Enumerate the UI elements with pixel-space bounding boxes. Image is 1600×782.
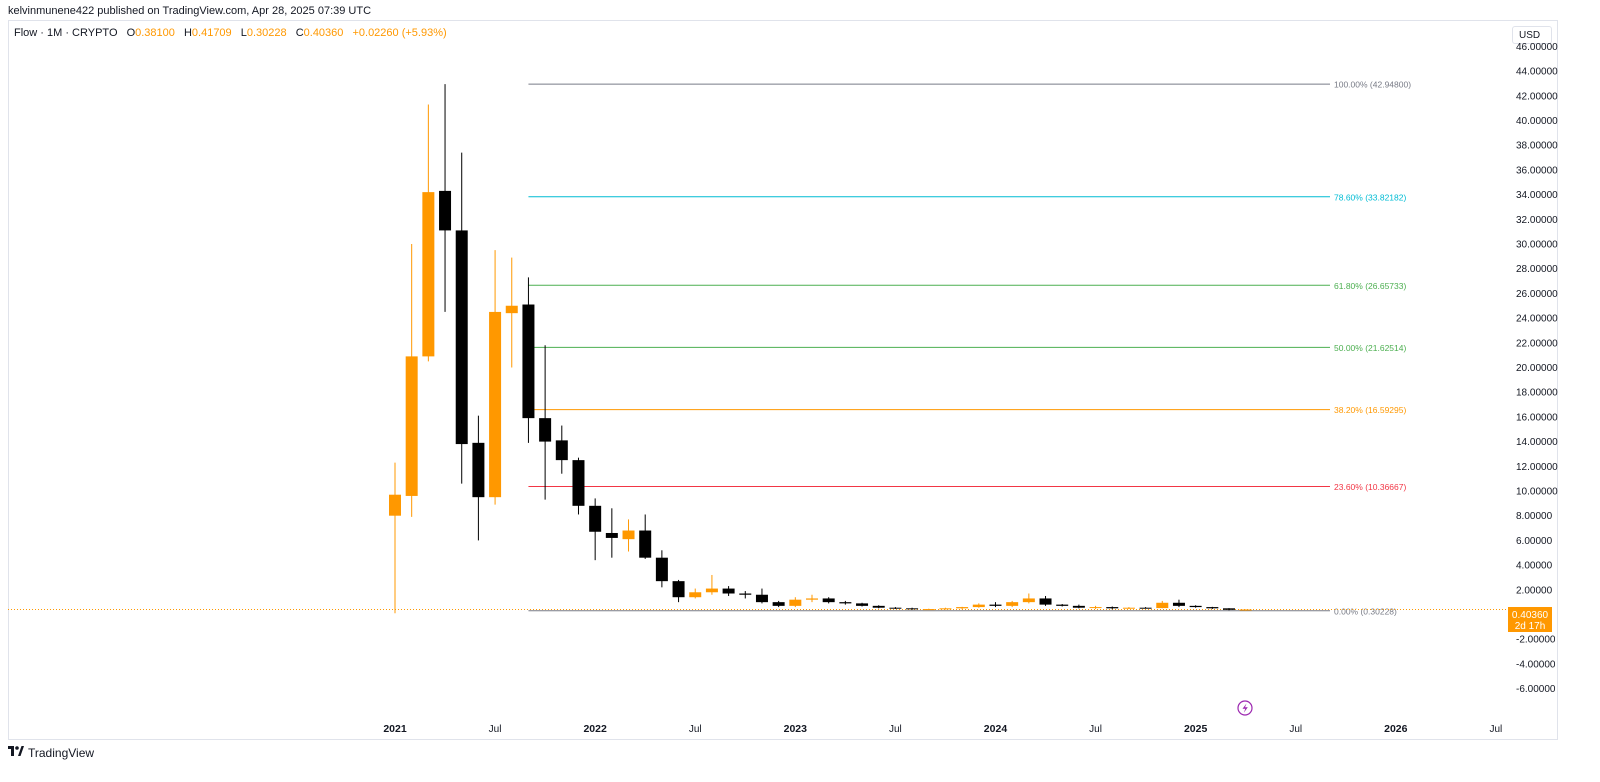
low-value: 0.30228 (246, 27, 287, 39)
footer-branding[interactable]: TradingView (8, 744, 94, 762)
low-label: L (240, 27, 247, 39)
tradingview-logo-icon (8, 744, 24, 762)
publisher-line: kelvinmunene422 published on TradingView… (8, 5, 372, 17)
chart-frame[interactable] (8, 20, 1558, 740)
open-value: 0.38100 (135, 27, 175, 39)
currency-button[interactable]: USD (1512, 26, 1552, 44)
change-value: +0.02260 (+5.93%) (352, 27, 447, 39)
close-label: C (295, 27, 304, 39)
high-value: 0.41709 (191, 27, 232, 39)
symbol-label[interactable]: Flow · 1M · CRYPTO (14, 27, 118, 39)
footer-brand-text: TradingView (28, 746, 95, 760)
close-value: 0.40360 (303, 27, 344, 39)
high-label: H (183, 27, 192, 39)
open-label: O (126, 27, 136, 39)
symbol-legend: Flow · 1M · CRYPTO O0.38100 H0.41709 L0.… (14, 26, 447, 40)
